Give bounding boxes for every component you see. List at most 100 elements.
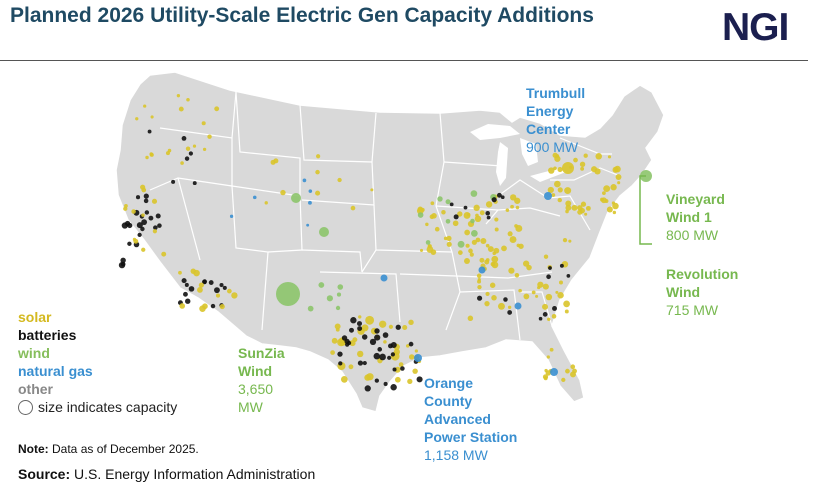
wind-marker [319, 227, 329, 237]
lake-superior [470, 124, 520, 140]
battery-marker [548, 266, 552, 270]
solar-marker [491, 295, 497, 301]
solar-marker [431, 213, 437, 219]
solar-marker [514, 273, 520, 278]
battery-marker [373, 352, 381, 360]
solar-marker [515, 224, 523, 232]
source-text: U.S. Energy Information Administration [70, 466, 316, 482]
solar-marker [133, 238, 139, 244]
solar-marker [471, 239, 477, 245]
legend-other: other [18, 381, 53, 397]
solar-marker [426, 246, 434, 253]
solar-marker [554, 180, 561, 188]
solar-marker [452, 220, 459, 227]
battery-marker [127, 241, 132, 246]
battery-marker [500, 195, 505, 200]
orange-name-line-2: County [424, 393, 473, 409]
solar-marker [508, 267, 515, 274]
solar-marker [430, 201, 435, 206]
solar-marker [315, 169, 320, 175]
solar-marker [573, 157, 578, 163]
battery-marker [357, 360, 364, 366]
battery-marker [453, 214, 459, 220]
solar-marker [468, 248, 473, 254]
battery-marker [147, 129, 152, 134]
solar-marker [545, 293, 553, 301]
battery-marker [181, 136, 187, 141]
solar-marker [408, 319, 414, 326]
solar-marker [215, 293, 221, 298]
battery-marker [222, 285, 227, 290]
solar-marker [357, 350, 364, 358]
battery-marker [383, 381, 388, 386]
solar-marker [487, 246, 494, 253]
solar-marker [484, 301, 490, 307]
solar-marker [546, 355, 550, 359]
solar-marker [192, 144, 197, 148]
solar-marker [161, 251, 167, 257]
legend-size-text: size indicates capacity [38, 399, 178, 415]
solar-marker [480, 238, 487, 245]
solar-marker [600, 197, 604, 202]
solar-marker [425, 222, 429, 227]
solar-marker [474, 215, 482, 223]
solar-marker [135, 117, 139, 121]
solar-marker [280, 189, 286, 196]
solar-marker [176, 93, 181, 98]
vineyard-capacity: 800 MW [666, 227, 719, 243]
solar-marker [178, 270, 182, 275]
solar-marker [545, 370, 552, 376]
battery-marker [148, 215, 154, 221]
sunzia-wind-marker [276, 282, 300, 306]
solar-marker [543, 254, 549, 259]
battery-marker [143, 193, 149, 199]
solar-marker [141, 247, 146, 252]
solar-marker [583, 153, 588, 158]
solar-marker [207, 134, 212, 139]
legend-solar: solar [18, 309, 52, 325]
solar-marker [364, 374, 371, 381]
solar-marker [547, 186, 554, 194]
battery-marker [364, 385, 371, 392]
vineyard-name-line-1: Vineyard [666, 191, 725, 207]
solar-marker [457, 211, 463, 217]
solar-marker [531, 290, 536, 295]
solar-marker [494, 217, 499, 222]
vineyard-name-line-2: Wind 1 [666, 209, 712, 225]
battery-marker [124, 220, 131, 227]
solar-marker [580, 201, 587, 207]
battery-marker [477, 295, 483, 301]
solar-marker [264, 201, 268, 205]
solar-marker [518, 288, 522, 293]
solar-marker [610, 184, 617, 191]
solar-marker [491, 261, 499, 269]
battery-marker [192, 181, 197, 186]
revolution-capacity: 715 MW [666, 302, 719, 318]
wind-marker [471, 229, 478, 237]
solar-marker [551, 314, 557, 319]
battery-marker [486, 215, 491, 220]
solar-marker [602, 191, 606, 195]
note-text: Data as of December 2025. [48, 442, 199, 456]
gas-marker [252, 195, 257, 200]
battery-marker [390, 384, 397, 391]
gas-marker [380, 274, 388, 282]
lake-erie [530, 168, 566, 182]
solar-marker [165, 151, 170, 156]
solar-marker [179, 303, 186, 309]
battery-marker [374, 378, 379, 383]
lake-michigan [496, 142, 508, 186]
size-circle-icon [18, 399, 33, 415]
battery-marker [491, 197, 497, 203]
solar-marker [591, 166, 598, 173]
solar-marker [510, 194, 517, 201]
solar-marker [186, 97, 190, 102]
wind-marker [336, 292, 342, 297]
wind-marker [417, 212, 424, 218]
solar-marker [537, 286, 541, 290]
wind-marker [470, 190, 478, 197]
solar-marker [585, 205, 591, 211]
battery-marker [392, 367, 397, 372]
battery-marker [141, 219, 148, 226]
